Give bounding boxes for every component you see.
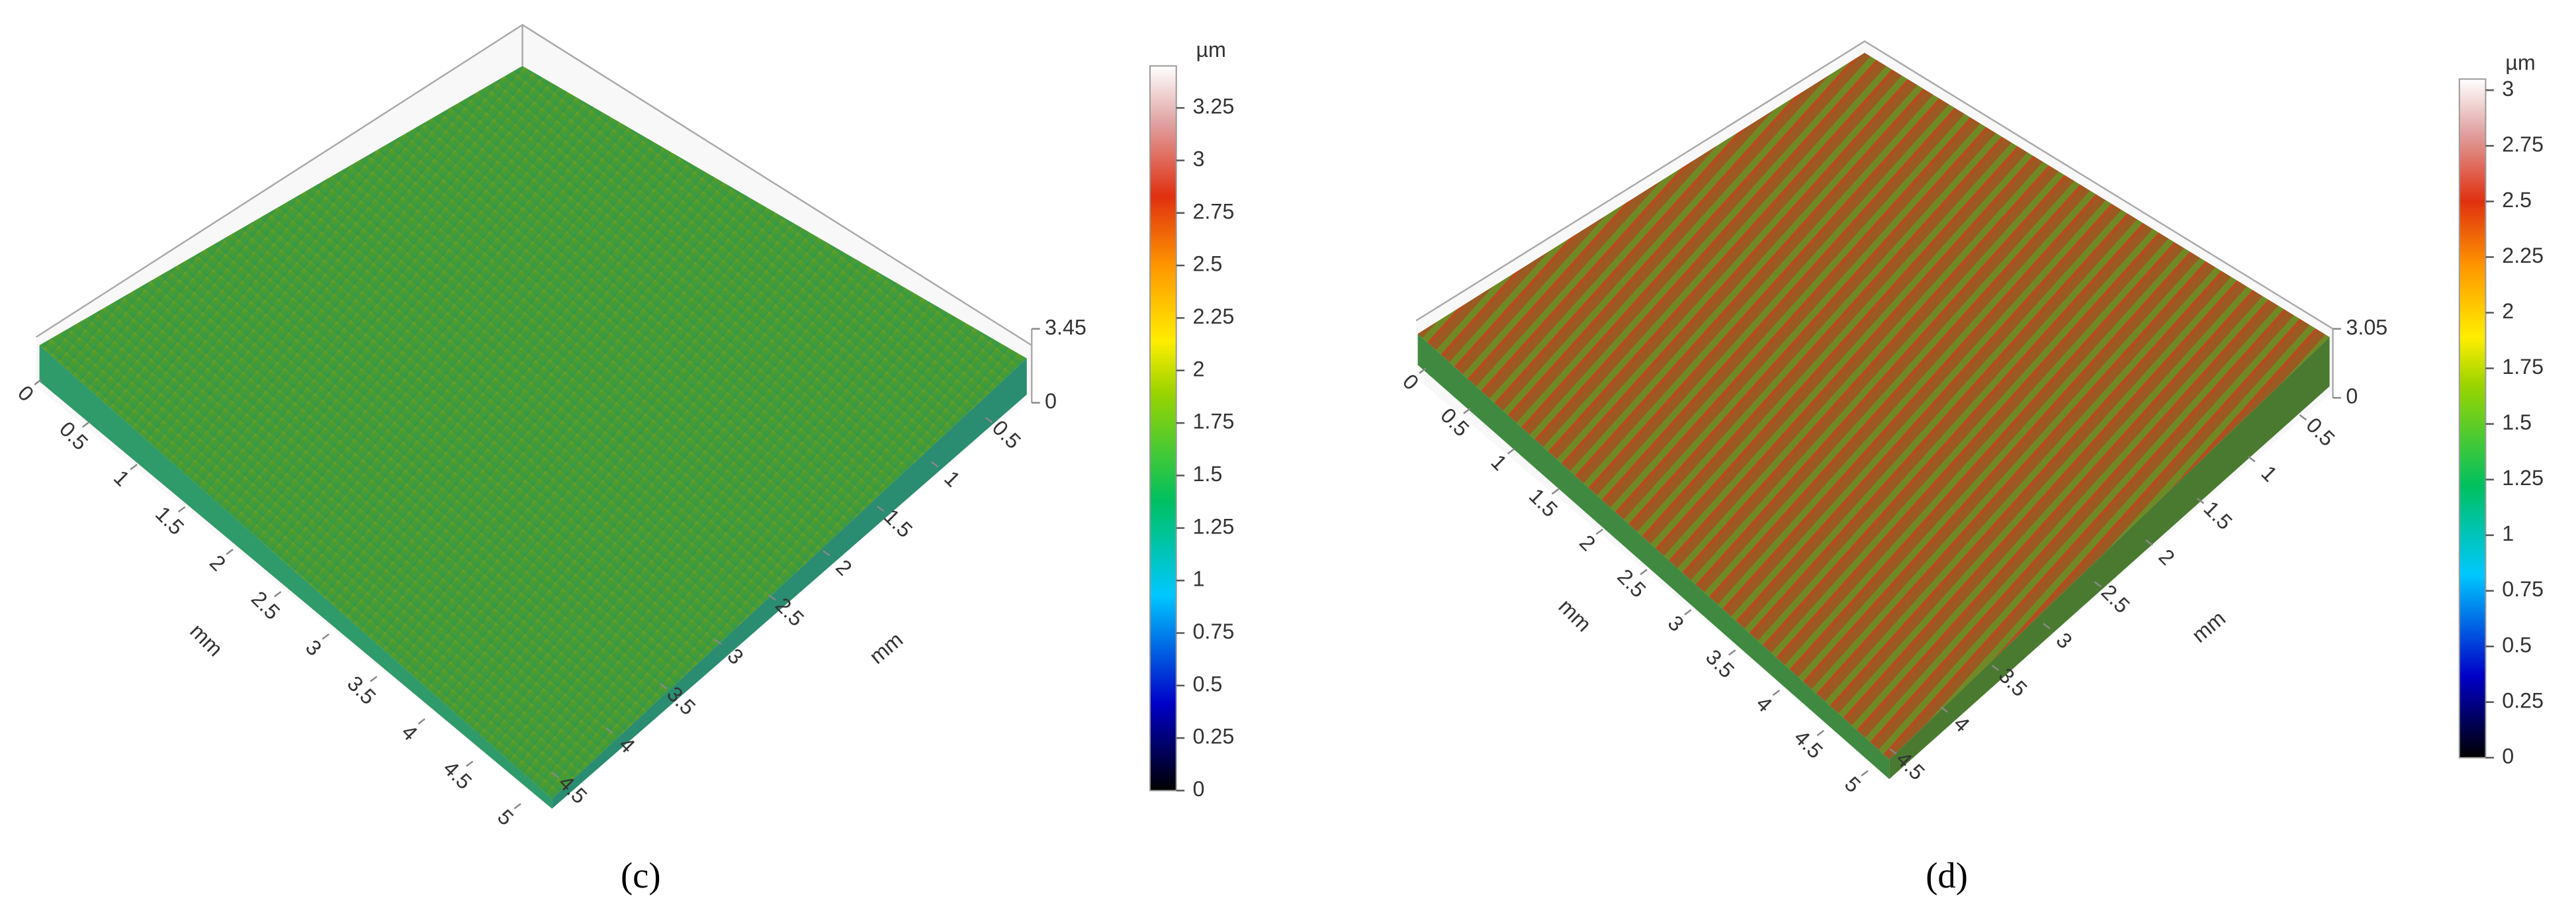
x-tick <box>1684 609 1692 616</box>
colorbar-tick-label: 1.5 <box>1192 462 1222 486</box>
y-tick-label: 1 <box>2256 461 2282 486</box>
colorbar-tick-label: 1.25 <box>1192 514 1234 538</box>
x-axis-label: mm <box>1554 594 1596 636</box>
x-tick <box>130 463 138 471</box>
y-tick <box>660 683 668 690</box>
colorbar-tick-label: 2.5 <box>1192 252 1222 276</box>
colorbar-tick-label: 0.5 <box>2502 633 2532 657</box>
colorbar-tick-label: 1 <box>2502 522 2514 545</box>
y-tick <box>2043 623 2051 629</box>
x-tick-label: 4.5 <box>439 756 476 794</box>
x-tick <box>1507 448 1515 455</box>
colorbar-tick-label: 1.25 <box>2502 466 2544 490</box>
colorbar-tick-label: 0.25 <box>2502 688 2544 712</box>
x-tick <box>322 633 330 640</box>
x-tick <box>273 591 282 598</box>
colorbar-tick-label: 3 <box>1192 147 1204 171</box>
x-tick <box>418 718 425 725</box>
colorbar-tick-label: 2 <box>2502 299 2514 323</box>
y-tick <box>877 505 885 512</box>
surface-side <box>39 345 553 809</box>
x-tick <box>1595 528 1603 535</box>
box-edge <box>1415 40 2334 330</box>
y-tick <box>822 550 830 557</box>
colorbar-tick-label: 2.25 <box>1192 304 1234 328</box>
colorbar-unit: µm <box>1196 38 1225 62</box>
surface-side <box>552 358 1027 809</box>
x-tick <box>1772 690 1781 696</box>
y-tick <box>1991 664 2000 671</box>
x-tick <box>465 760 474 767</box>
colorbar-tick-label: 2.75 <box>1192 199 1234 223</box>
x-tick <box>1728 649 1736 656</box>
x-axis-label: mm <box>185 619 227 661</box>
x-tick <box>1640 569 1648 576</box>
x-tick-label: 3.5 <box>343 671 380 709</box>
colorbar <box>1149 65 1177 792</box>
y-tick <box>605 727 613 734</box>
y-tick <box>2248 456 2256 463</box>
x-tick <box>369 676 378 682</box>
y-tick <box>551 772 559 778</box>
surface-side <box>1889 337 2330 780</box>
colorbar-tick-label: 0.75 <box>2502 577 2544 601</box>
colorbar <box>2458 78 2487 758</box>
y-tick-label: 1 <box>940 466 965 491</box>
surface-side <box>1417 334 1890 780</box>
colorbar-tick-label: 2 <box>1192 357 1204 381</box>
y-tick <box>714 639 722 645</box>
colorbar-tick-label: 1.5 <box>2502 410 2532 434</box>
y-axis-label: mm <box>865 627 907 668</box>
colorbar-tick-label: 2.5 <box>2502 188 2532 212</box>
y-tick <box>2145 539 2153 546</box>
x-tick-label: 3.5 <box>1701 645 1739 682</box>
z-tick-label: 3.45 <box>1045 315 1087 339</box>
x-tick <box>1861 770 1869 777</box>
y-tick <box>2299 414 2307 421</box>
z-tick-label: 0 <box>2346 385 2358 408</box>
colorbar-tick-label: 1 <box>1192 567 1204 591</box>
y-tick <box>2094 581 2102 588</box>
colorbar-tick-label: 1.75 <box>2502 355 2544 379</box>
y-tick <box>2196 498 2205 504</box>
panel-caption: (d) <box>1926 855 1968 895</box>
surface <box>39 66 1027 799</box>
colorbar-tick-label: 0 <box>1192 777 1204 801</box>
z-tick-label: 0 <box>1045 389 1057 413</box>
y-tick <box>1940 706 1948 713</box>
colorbar-tick-label: 0 <box>2502 744 2514 768</box>
y-tick <box>1888 748 1897 754</box>
colorbar-tick-label: 3 <box>2502 77 2514 101</box>
y-tick <box>930 461 939 468</box>
x-tick <box>226 549 234 555</box>
panel-caption: (c) <box>621 855 661 895</box>
x-tick-label: 1.5 <box>151 502 189 539</box>
x-tick-label: 4.5 <box>1789 725 1827 763</box>
x-tick <box>1419 367 1427 374</box>
x-tick <box>1463 408 1471 414</box>
colorbar-unit: µm <box>2505 51 2535 75</box>
x-tick <box>34 379 42 386</box>
x-tick <box>1816 729 1824 737</box>
x-tick <box>81 421 90 428</box>
colorbar-tick-label: 2.75 <box>2502 132 2544 156</box>
y-tick-label: 2 <box>2154 545 2179 570</box>
z-tick-label: 3.05 <box>2346 315 2387 339</box>
colorbar-tick-label: 2.25 <box>2502 244 2544 267</box>
colorbar-tick-label: 0.25 <box>1192 725 1234 749</box>
colorbar-tick-label: 1.75 <box>1192 410 1234 434</box>
y-tick <box>985 416 993 424</box>
y-axis-label: mm <box>2188 606 2230 647</box>
surface <box>1417 52 2330 760</box>
y-tick-label: 0.5 <box>2301 413 2339 451</box>
colorbar-tick-label: 0.75 <box>1192 619 1234 643</box>
x-tick <box>1551 488 1560 495</box>
colorbar-tick-label: 3.25 <box>1192 95 1234 118</box>
x-tick-label: 2.5 <box>247 586 285 624</box>
y-tick <box>768 594 776 601</box>
colorbar-tick-label: 0.5 <box>1192 672 1222 696</box>
x-tick <box>513 803 521 809</box>
x-tick <box>177 506 186 513</box>
